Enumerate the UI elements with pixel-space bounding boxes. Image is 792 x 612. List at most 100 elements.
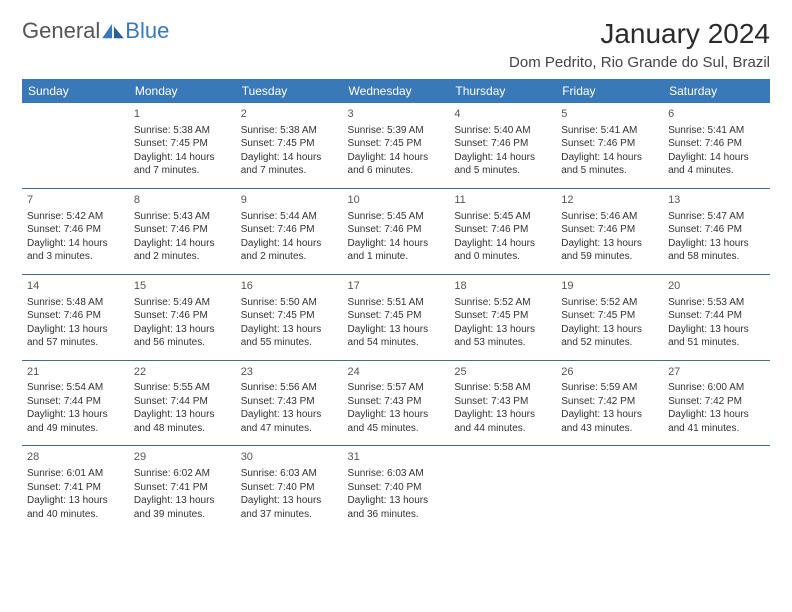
- daylight-line: Daylight: 14 hours and 2 minutes.: [241, 237, 338, 264]
- calendar-cell: 23Sunrise: 5:56 AMSunset: 7:43 PMDayligh…: [236, 360, 343, 446]
- calendar-cell: [556, 446, 663, 531]
- sunset-line: Sunset: 7:46 PM: [348, 223, 445, 237]
- day-header: Saturday: [663, 79, 770, 103]
- sunset-line: Sunset: 7:46 PM: [668, 137, 765, 151]
- sunset-line: Sunset: 7:44 PM: [134, 395, 231, 409]
- sunset-line: Sunset: 7:43 PM: [454, 395, 551, 409]
- sunrise-line: Sunrise: 5:55 AM: [134, 381, 231, 395]
- sunrise-line: Sunrise: 5:38 AM: [134, 124, 231, 138]
- daylight-line: Daylight: 13 hours and 41 minutes.: [668, 408, 765, 435]
- sunset-line: Sunset: 7:46 PM: [668, 223, 765, 237]
- sunrise-line: Sunrise: 6:00 AM: [668, 381, 765, 395]
- calendar-cell: 29Sunrise: 6:02 AMSunset: 7:41 PMDayligh…: [129, 446, 236, 531]
- day-number: 24: [348, 365, 445, 380]
- day-header: Monday: [129, 79, 236, 103]
- calendar-row: 1 Sunrise: 5:38 AM Sunset: 7:45 PM Daylight…: [22, 103, 770, 188]
- daylight-line: Daylight: 14 hours and 5 minutes.: [561, 151, 658, 178]
- daylight-line: Daylight: 13 hours and 52 minutes.: [561, 323, 658, 350]
- day-number: 2: [241, 107, 338, 122]
- sunrise-line: Sunrise: 5:54 AM: [27, 381, 124, 395]
- calendar-cell: 9Sunrise: 5:44 AMSunset: 7:46 PMDaylight…: [236, 188, 343, 274]
- sunrise-line: Sunrise: 5:45 AM: [454, 210, 551, 224]
- calendar-cell: 11Sunrise: 5:45 AMSunset: 7:46 PMDayligh…: [449, 188, 556, 274]
- calendar-table: SundayMondayTuesdayWednesdayThursdayFrid…: [22, 79, 770, 531]
- calendar-cell: 1Sunrise: 5:38 AMSunset: 7:45 PMDaylight…: [129, 103, 236, 188]
- sunrise-line: Sunrise: 6:03 AM: [241, 467, 338, 481]
- calendar-cell: 7Sunrise: 5:42 AMSunset: 7:46 PMDaylight…: [22, 188, 129, 274]
- daylight-line: Daylight: 13 hours and 44 minutes.: [454, 408, 551, 435]
- sunset-line: Sunset: 7:46 PM: [27, 223, 124, 237]
- sunset-line: Sunset: 7:45 PM: [348, 309, 445, 323]
- day-number: 21: [27, 365, 124, 380]
- day-number: 8: [134, 193, 231, 208]
- calendar-row: 14Sunrise: 5:48 AMSunset: 7:46 PMDayligh…: [22, 274, 770, 360]
- daylight-line: Daylight: 13 hours and 57 minutes.: [27, 323, 124, 350]
- day-number: 29: [134, 450, 231, 465]
- day-number: 18: [454, 279, 551, 294]
- daylight-line: Daylight: 14 hours and 5 minutes.: [454, 151, 551, 178]
- logo: General Blue: [22, 18, 169, 44]
- day-number: 4: [454, 107, 551, 122]
- sunrise-line: Sunrise: 5:45 AM: [348, 210, 445, 224]
- sunrise-line: Sunrise: 5:40 AM: [454, 124, 551, 138]
- sunrise-line: Sunrise: 5:58 AM: [454, 381, 551, 395]
- sunrise-line: Sunrise: 5:56 AM: [241, 381, 338, 395]
- calendar-cell: 26Sunrise: 5:59 AMSunset: 7:42 PMDayligh…: [556, 360, 663, 446]
- day-number: 16: [241, 279, 338, 294]
- calendar-cell: 21Sunrise: 5:54 AMSunset: 7:44 PMDayligh…: [22, 360, 129, 446]
- sunset-line: Sunset: 7:45 PM: [454, 309, 551, 323]
- month-title: January 2024: [509, 18, 770, 50]
- sunrise-line: Sunrise: 5:44 AM: [241, 210, 338, 224]
- day-number: 1: [134, 107, 231, 122]
- day-number: 26: [561, 365, 658, 380]
- sunrise-line: Sunrise: 6:03 AM: [348, 467, 445, 481]
- day-header: Sunday: [22, 79, 129, 103]
- sunset-line: Sunset: 7:40 PM: [241, 481, 338, 495]
- day-header: Friday: [556, 79, 663, 103]
- sunset-line: Sunset: 7:46 PM: [27, 309, 124, 323]
- day-number: 31: [348, 450, 445, 465]
- daylight-line: Daylight: 13 hours and 43 minutes.: [561, 408, 658, 435]
- sunrise-line: Sunrise: 6:01 AM: [27, 467, 124, 481]
- day-number: 15: [134, 279, 231, 294]
- day-number: 12: [561, 193, 658, 208]
- calendar-cell: 8Sunrise: 5:43 AMSunset: 7:46 PMDaylight…: [129, 188, 236, 274]
- daylight-line: Daylight: 13 hours and 45 minutes.: [348, 408, 445, 435]
- calendar-cell: 2Sunrise: 5:38 AMSunset: 7:45 PMDaylight…: [236, 103, 343, 188]
- calendar-cell: 17Sunrise: 5:51 AMSunset: 7:45 PMDayligh…: [343, 274, 450, 360]
- sunrise-line: Sunrise: 5:41 AM: [668, 124, 765, 138]
- day-number: 5: [561, 107, 658, 122]
- calendar-cell: 22Sunrise: 5:55 AMSunset: 7:44 PMDayligh…: [129, 360, 236, 446]
- day-number: 14: [27, 279, 124, 294]
- calendar-cell: 24Sunrise: 5:57 AMSunset: 7:43 PMDayligh…: [343, 360, 450, 446]
- logo-icon: [102, 22, 124, 40]
- sunset-line: Sunset: 7:45 PM: [561, 309, 658, 323]
- daylight-line: Daylight: 13 hours and 58 minutes.: [668, 237, 765, 264]
- daylight-line: Daylight: 13 hours and 54 minutes.: [348, 323, 445, 350]
- sunset-line: Sunset: 7:42 PM: [668, 395, 765, 409]
- calendar-cell: 19Sunrise: 5:52 AMSunset: 7:45 PMDayligh…: [556, 274, 663, 360]
- calendar-cell: 14Sunrise: 5:48 AMSunset: 7:46 PMDayligh…: [22, 274, 129, 360]
- calendar-row: 21Sunrise: 5:54 AM Sunset: 7:44 PM Dayligh…: [22, 360, 770, 446]
- sunrise-line: Sunrise: 5:39 AM: [348, 124, 445, 138]
- daylight-line: Daylight: 13 hours and 49 minutes.: [27, 408, 124, 435]
- sunrise-line: Sunrise: 5:43 AM: [134, 210, 231, 224]
- sunrise-line: Sunrise: 5:53 AM: [668, 296, 765, 310]
- logo-text-general: General: [22, 18, 100, 44]
- calendar-cell: 25Sunrise: 5:58 AMSunset: 7:43 PMDayligh…: [449, 360, 556, 446]
- daylight-line: Daylight: 14 hours and 7 minutes.: [134, 151, 231, 178]
- day-header: Tuesday: [236, 79, 343, 103]
- daylight-line: Daylight: 13 hours and 55 minutes.: [241, 323, 338, 350]
- sunset-line: Sunset: 7:45 PM: [241, 137, 338, 151]
- daylight-line: Daylight: 13 hours and 47 minutes.: [241, 408, 338, 435]
- day-number: 3: [348, 107, 445, 122]
- daylight-line: Daylight: 13 hours and 59 minutes.: [561, 237, 658, 264]
- location: Dom Pedrito, Rio Grande do Sul, Brazil: [509, 54, 770, 71]
- daylight-line: Daylight: 13 hours and 37 minutes.: [241, 494, 338, 521]
- sunrise-line: Sunrise: 5:42 AM: [27, 210, 124, 224]
- daylight-line: Daylight: 13 hours and 36 minutes.: [348, 494, 445, 521]
- day-header: Wednesday: [343, 79, 450, 103]
- day-number: 25: [454, 365, 551, 380]
- daylight-line: Daylight: 13 hours and 39 minutes.: [134, 494, 231, 521]
- calendar-cell: [22, 103, 129, 188]
